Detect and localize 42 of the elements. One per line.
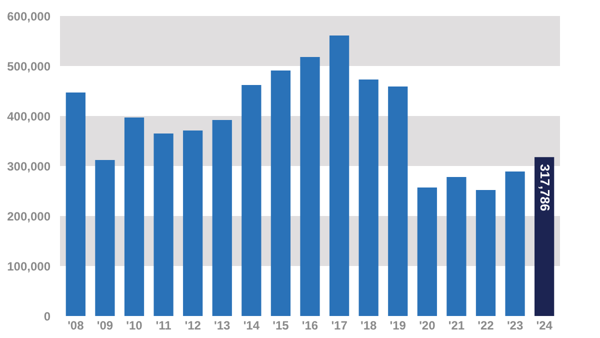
bar (66, 92, 86, 316)
y-tick-label: 500,000 (7, 60, 51, 74)
y-tick-label: 100,000 (7, 260, 51, 274)
x-tick-label: '13 (214, 318, 231, 332)
x-tick-label: '22 (478, 318, 494, 332)
y-tick-label: 200,000 (7, 210, 51, 224)
x-tick-label: '15 (272, 318, 290, 332)
bar (358, 80, 378, 316)
x-tick-label: '19 (390, 318, 406, 332)
bar (476, 190, 496, 316)
y-tick-label: 400,000 (7, 110, 51, 124)
bar (124, 118, 144, 316)
bar (417, 188, 437, 316)
x-tick-label: '14 (243, 318, 260, 332)
bar (446, 177, 466, 316)
bar (183, 130, 203, 316)
y-tick-label: 0 (44, 310, 51, 324)
x-tick-label: '11 (156, 318, 172, 332)
bar (534, 157, 554, 316)
bar (388, 86, 408, 316)
data-label: 317,786 (537, 164, 552, 212)
bar (505, 172, 525, 316)
bar (242, 85, 262, 316)
bar (300, 57, 320, 316)
x-tick-label: '17 (331, 318, 348, 332)
x-tick-label: '08 (68, 318, 84, 332)
x-tick-label: '24 (536, 318, 553, 332)
y-tick-label: 300,000 (7, 160, 51, 174)
bar (270, 70, 291, 316)
bar (154, 134, 174, 316)
x-tick-label: '16 (302, 318, 318, 332)
bar (95, 160, 115, 316)
x-tick-label: '10 (126, 318, 143, 332)
bar (329, 36, 350, 316)
x-tick-label: '23 (506, 318, 524, 332)
x-tick-label: '21 (448, 318, 465, 332)
x-tick-label: '18 (360, 318, 378, 332)
x-tick-label: '12 (184, 318, 202, 332)
x-tick-label: '09 (96, 318, 114, 332)
bar (212, 120, 232, 316)
y-tick-label: 600,000 (7, 10, 51, 24)
x-tick-label: '20 (419, 318, 436, 332)
